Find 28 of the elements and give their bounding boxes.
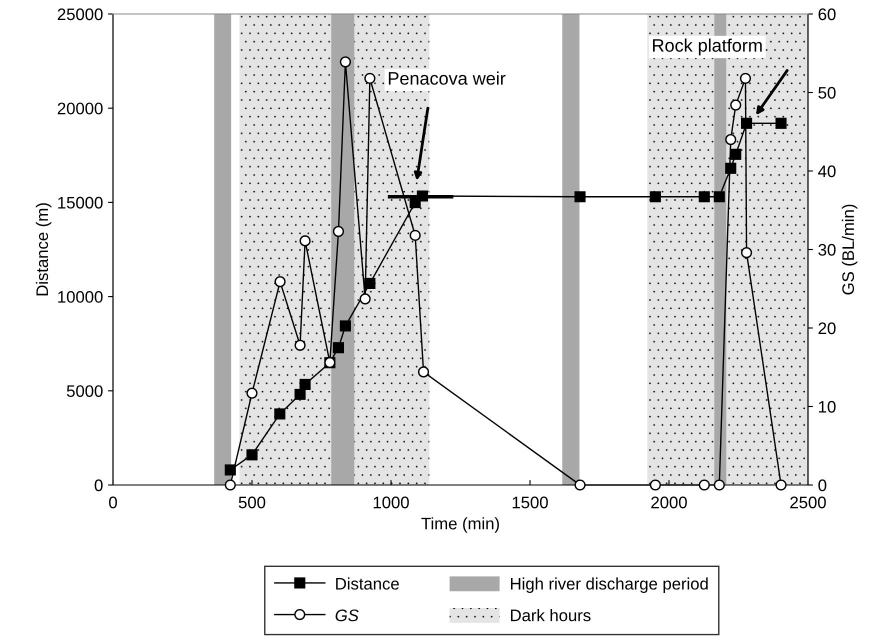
y-tick-label: 5000 [66,385,103,398]
y2-tick-label: 40 [818,165,836,178]
y-axis-title: Distance (m) [36,203,52,296]
x-tick-label: 1000 [374,496,409,508]
y2-tick-label: 0 [818,479,826,492]
y2-tick-label: 60 [818,8,836,20]
y2-tick-label: 10 [818,400,836,413]
y-tick-label: 25000 [58,8,103,20]
legend-label: Dark hours [510,609,591,622]
y-tick-label: 20000 [58,102,103,114]
x-tick-label: 2000 [651,496,687,508]
y-tick-label: 15000 [58,196,103,209]
y2-axis-title: GS (BL/min) [842,204,858,294]
y2-tick-label: 20 [818,322,836,334]
annotation: Rock platform [653,38,762,56]
x-tick-label: 500 [238,496,266,508]
x-tick-label: 0 [109,496,117,508]
legend-label: High river discharge period [510,577,708,593]
x-tick-label: 1500 [512,496,548,508]
x-tick-label: 2500 [790,496,826,508]
y-tick-label: 0 [94,479,103,492]
legend-label: GS [336,609,359,622]
annotation: Penacova weir [388,72,506,85]
legend-label: Distance [336,577,399,590]
y2-tick-label: 30 [818,244,836,256]
y-tick-label: 10000 [58,291,103,303]
y2-tick-label: 50 [818,86,836,99]
x-axis-title: Time (min) [421,517,499,533]
